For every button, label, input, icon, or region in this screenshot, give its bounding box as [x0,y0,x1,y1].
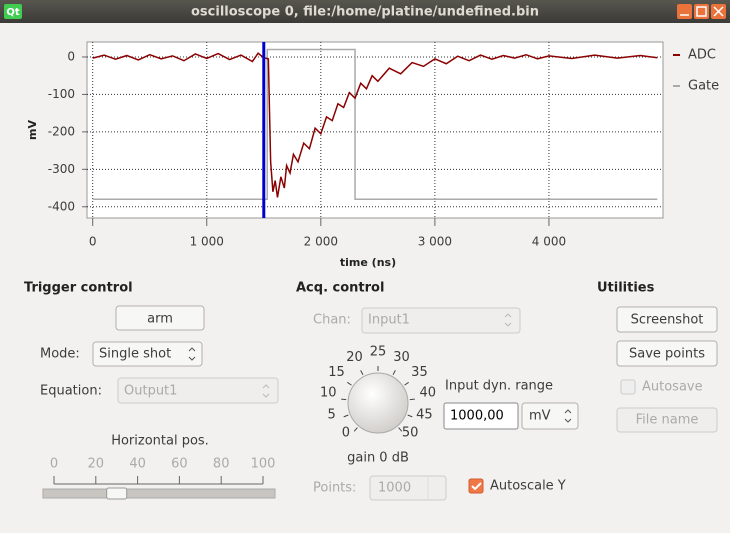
slider-handle[interactable] [106,487,128,500]
autosave-checkbox[interactable] [620,379,636,395]
range-label: Input dyn. range [445,379,553,394]
legend-label: ADC [688,48,716,63]
mode-label: Mode: [40,347,80,362]
chan-combo[interactable] [361,307,521,334]
dial-tick-label: 25 [370,345,387,360]
legend-label: Gate [688,79,719,94]
slider-tick-label: 80 [213,457,230,472]
y-tick-label: -300 [48,162,75,176]
y-tick-label: 0 [67,49,75,63]
slider-tick-label: 100 [251,457,276,472]
slider-tick-label: 40 [129,457,146,472]
dial-tick [407,414,413,418]
points-spinbox[interactable] [369,475,447,501]
unit-value: mV [529,409,551,424]
combo-arrows [262,384,270,398]
y-tick-label: -400 [48,199,75,213]
dial-tick-label: 15 [328,365,345,380]
mode-combo[interactable] [92,341,203,367]
dial-tick [360,370,364,375]
save-button[interactable] [616,340,718,367]
x-tick-label: 1 000 [190,235,224,249]
slider-groove [42,488,276,499]
dial-tick-label: 35 [411,365,428,380]
window-title: oscilloscope 0, file:/home/platine/undef… [191,5,539,20]
slider-tick-label: 20 [88,457,105,472]
dial-tick [353,427,358,432]
dial-tick-label: 0 [342,426,350,441]
combo-arrows [564,409,572,423]
dial-tick [347,381,352,386]
dial-tick [409,398,415,401]
dial-tick [341,398,347,401]
screenshot-button[interactable] [616,306,718,333]
dial-tick-label: 50 [402,426,419,441]
section-title: Trigger control [24,281,133,296]
dial-tick-label: 45 [416,408,433,423]
series-line [92,52,658,198]
combo-arrows [188,347,196,361]
y-tick-label: -100 [48,87,75,101]
autoscale-label: Autoscale Y [490,479,566,494]
x-axis-label: time (ns) [340,256,396,269]
button-label: File name [636,413,699,428]
series-line [92,48,658,201]
dial-tick [343,414,349,418]
gain-label: gain 0 dB [347,451,409,466]
section-title: Acq. control [296,281,384,296]
equation-label: Equation: [40,384,102,399]
chan-label: Chan: [313,313,351,328]
unit-combo[interactable] [521,402,579,430]
dial-tick-label: 5 [328,408,336,423]
checkmark [471,482,482,491]
y-tick-label: -200 [48,124,75,138]
slider-tick-label: 60 [171,457,188,472]
points-label: Points: [313,481,356,496]
app-icon [4,4,22,19]
x-tick-label: 0 [89,235,97,249]
points-value: 1000 [378,481,411,496]
arm-button[interactable] [115,305,205,331]
autoscale-checkbox[interactable] [468,478,484,494]
window-button-icons [680,6,724,17]
equation-combo[interactable] [117,377,279,404]
mode-value: Single shot [99,347,171,362]
x-tick-label: 2 000 [304,235,338,249]
button-label: Save points [629,347,705,362]
combo-arrows [504,313,512,327]
x-tick-label: 4 000 [532,235,566,249]
titlebar [0,0,730,23]
autosave-label: Autosave [642,380,703,395]
plot-area [86,41,664,219]
range-input[interactable] [443,402,519,430]
section-title: Utilities [597,281,655,296]
slider-tick-label: 0 [50,457,58,472]
dial-tick-label: 30 [393,350,410,365]
file-button[interactable] [616,407,718,433]
range-value: 1000,00 [450,409,504,424]
icon-text: Qt [6,7,20,18]
dial-tick [398,427,403,432]
gain-dial[interactable] [347,372,409,434]
x-tick-label: 3 000 [418,235,452,249]
dial-tick-label: 40 [419,386,436,401]
button-label: arm [147,312,173,327]
y-axis-label: mV [26,120,39,140]
chan-value: Input1 [368,313,410,328]
dial-tick [392,370,396,375]
dial-tick [404,381,409,386]
equation-value: Output1 [124,384,177,399]
minimize-button[interactable] [677,4,692,19]
dial-tick-label: 10 [320,386,337,401]
slider-label: Horizontal pos. [111,434,209,449]
dial-tick-label: 20 [346,350,363,365]
button-label: Screenshot [631,313,704,328]
